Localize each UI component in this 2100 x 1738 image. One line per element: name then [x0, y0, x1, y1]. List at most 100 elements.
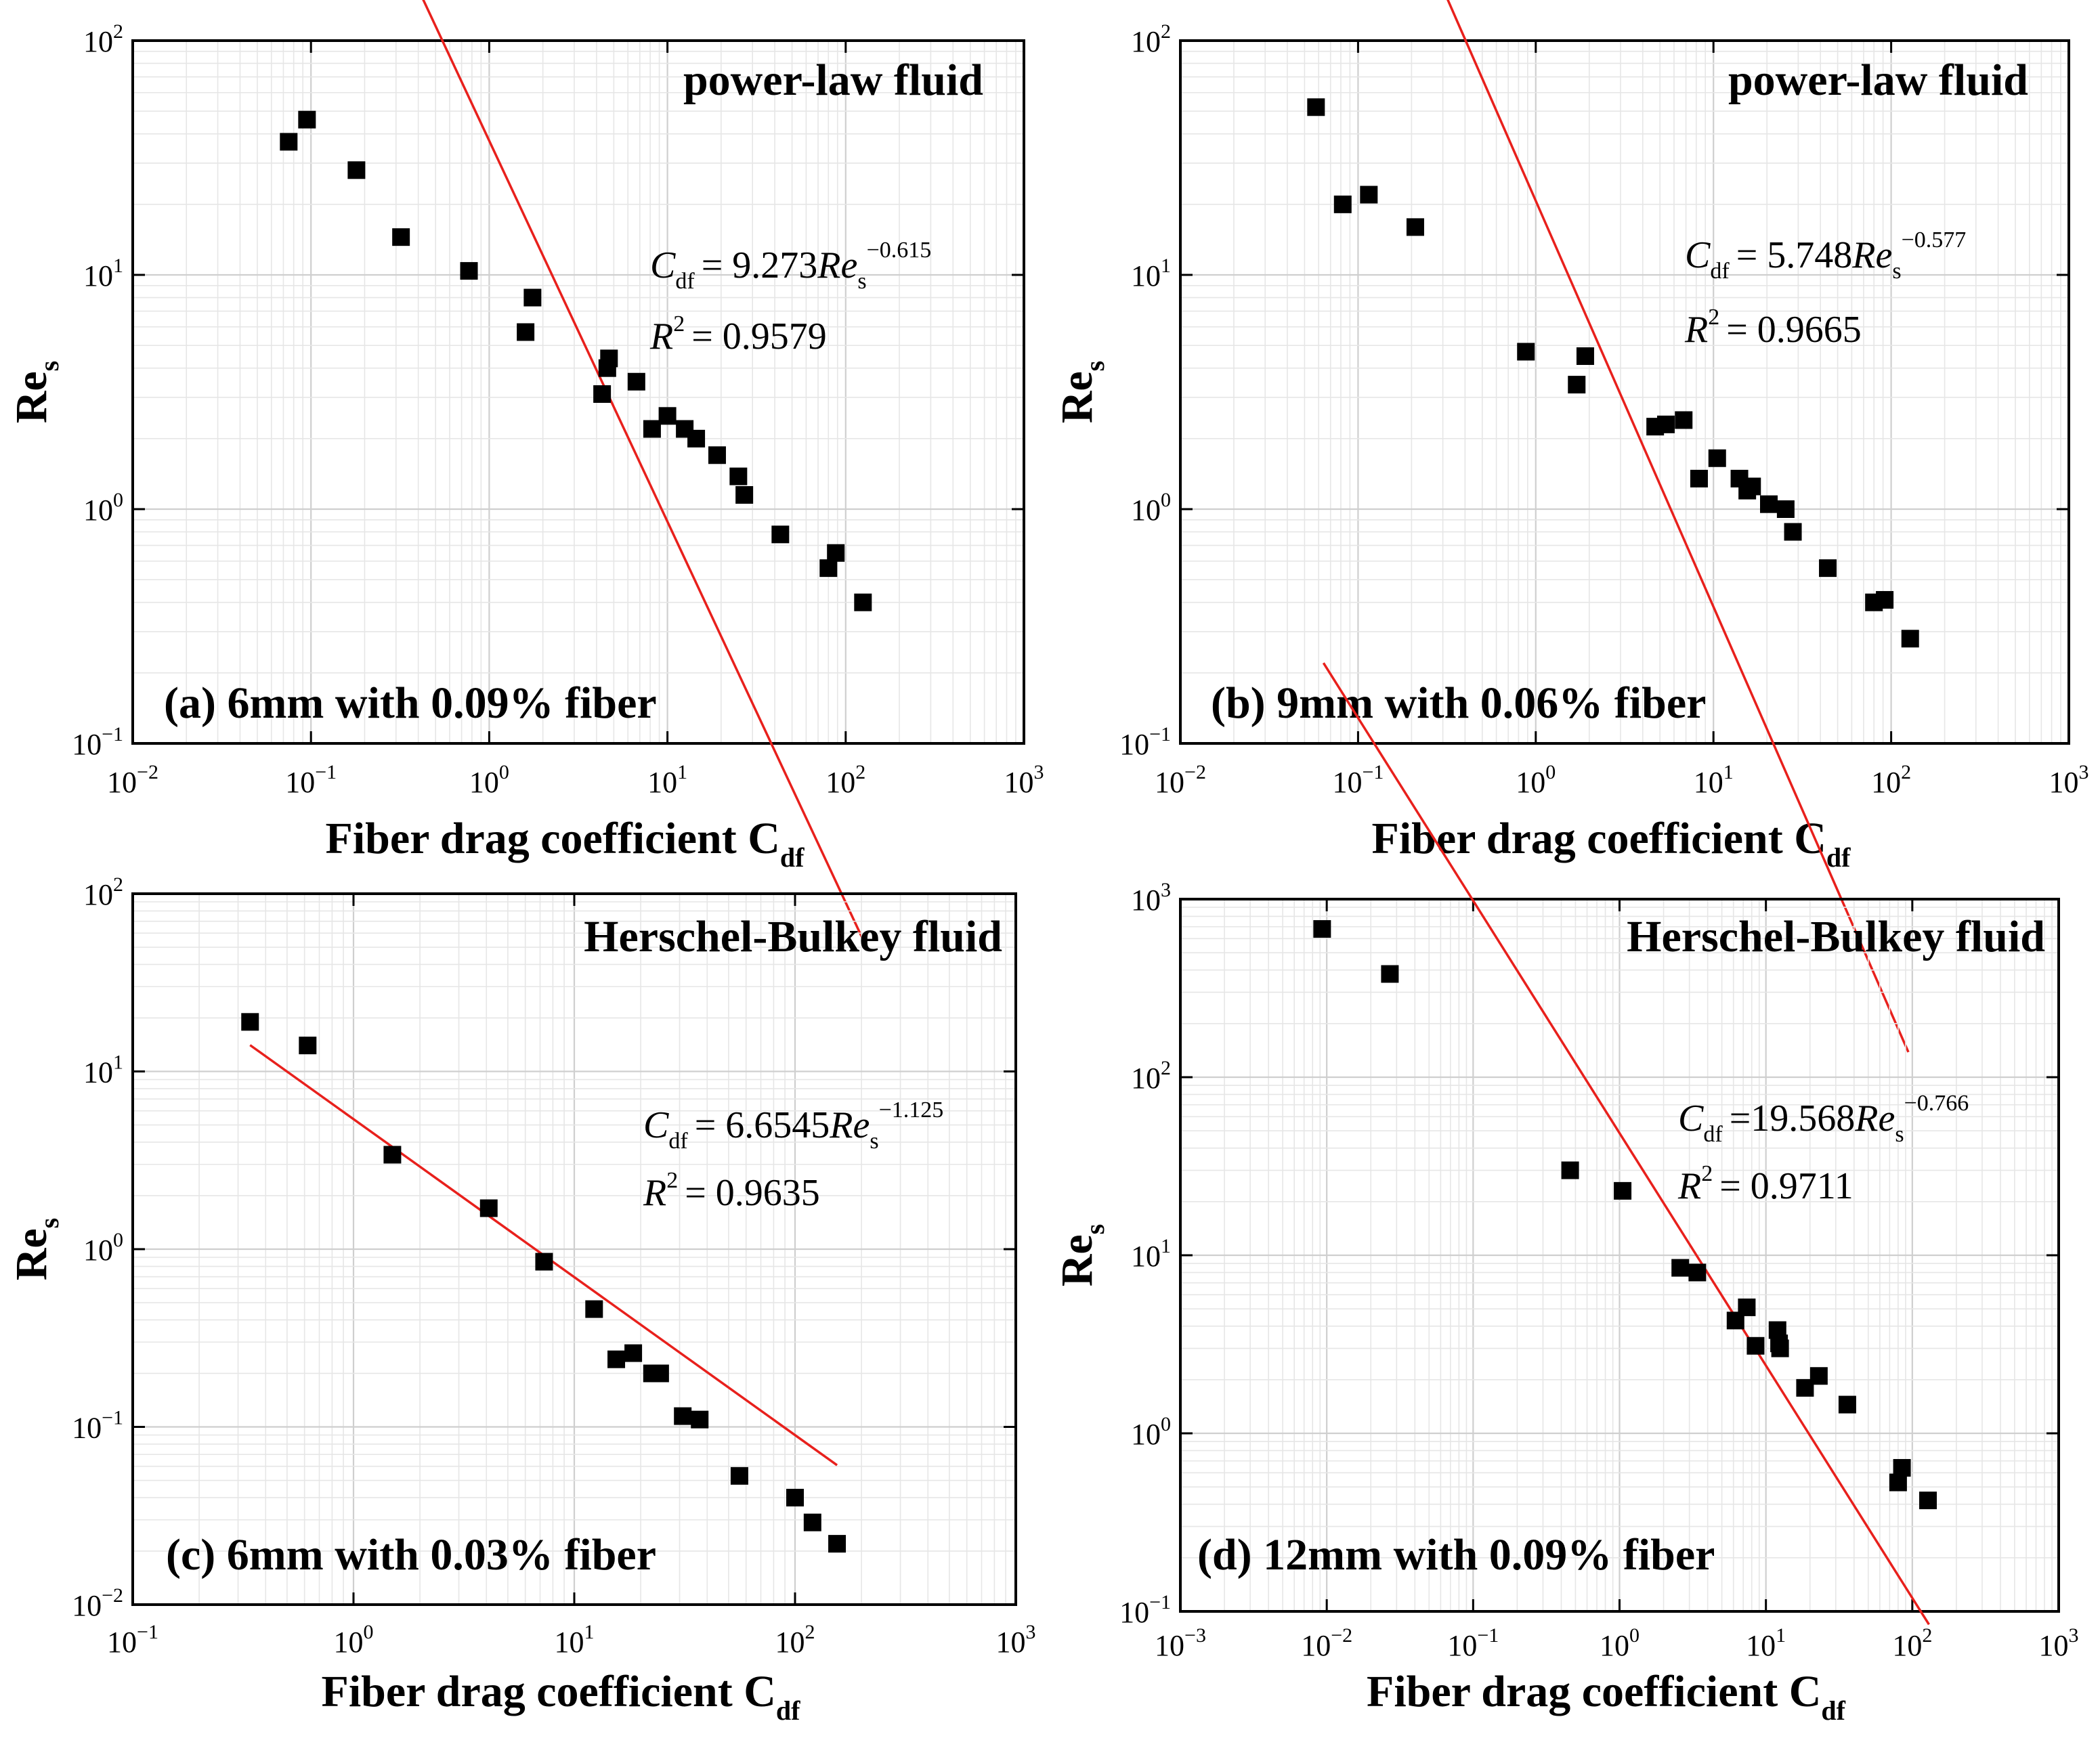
tick-base: 10 — [1119, 728, 1149, 761]
x-axis-label-subscript: df — [776, 1695, 800, 1726]
tick-base: 10 — [1694, 766, 1723, 799]
data-point — [1771, 1339, 1789, 1357]
tick-base: 10 — [1301, 1629, 1331, 1662]
data-point — [1747, 1337, 1765, 1355]
axis-ticks — [131, 39, 1025, 745]
data-point — [1784, 523, 1802, 541]
chart-panel-d: 10−3 10−2 10−1 100 101 102 10310−1100101102103… — [1052, 662, 2079, 1726]
data-point — [1876, 590, 1894, 609]
tick-exponent: 1 — [1161, 1235, 1171, 1257]
equation-coefficient: =19.568 — [1730, 1098, 1856, 1139]
x-tick-label: 103 — [2039, 1624, 2079, 1662]
data-point — [729, 467, 748, 485]
tick-base: 10 — [334, 1626, 364, 1659]
data-point — [1809, 1367, 1828, 1385]
y-tick-label: 10−1 — [1119, 723, 1171, 761]
data-point — [803, 1513, 821, 1531]
tick-exponent: 0 — [1161, 489, 1171, 511]
panel-label: (c) 6mm with 0.03% fiber — [166, 1530, 656, 1580]
x-tick-label: 102 — [826, 761, 865, 799]
tick-base: 10 — [1131, 1062, 1161, 1095]
x-tick-label: 10−2 — [107, 761, 158, 799]
panel-label: (d) 12mm with 0.09% fiber — [1197, 1530, 1715, 1580]
data-point — [523, 288, 542, 307]
x-tick-label: 100 — [469, 761, 509, 799]
r-squared-power: 2 — [1701, 1161, 1713, 1186]
x-tick-label: 10−2 — [1301, 1624, 1352, 1662]
x-tick-label: 100 — [334, 1621, 374, 1659]
data-point — [593, 385, 612, 403]
equation-coefficient: = 9.273 — [702, 244, 818, 286]
equation-exponent: −0.577 — [1902, 227, 1967, 253]
data-point — [1614, 1181, 1632, 1200]
tick-base: 10 — [72, 1589, 102, 1622]
tick-base: 10 — [72, 728, 102, 761]
tick-exponent: 2 — [1922, 1624, 1932, 1647]
data-point — [730, 1467, 748, 1485]
tick-base: 10 — [775, 1626, 805, 1659]
fluid-label: Herschel-Bulkey fluid — [1627, 912, 2045, 961]
axis-ticks — [131, 892, 1017, 1606]
tick-base: 10 — [1155, 766, 1184, 799]
r-squared-symbol: R — [643, 1172, 666, 1214]
tick-exponent: −2 — [137, 761, 158, 783]
tick-exponent: 1 — [113, 255, 123, 277]
tick-exponent: −2 — [1184, 761, 1206, 783]
tick-exponent: 1 — [1161, 255, 1171, 277]
tick-base: 10 — [1131, 494, 1161, 527]
fit-line — [1322, 662, 1930, 1626]
fit-line — [1447, 0, 1910, 1053]
equation-variable-subscript: s — [857, 269, 866, 294]
tick-base: 10 — [83, 259, 113, 292]
equation-coefficient: = 6.6545 — [695, 1104, 830, 1146]
data-point — [535, 1253, 553, 1271]
panel-label: (b) 9mm with 0.06% fiber — [1211, 678, 1706, 728]
y-axis-title: Res — [1052, 1224, 1110, 1287]
tick-base: 10 — [996, 1626, 1026, 1659]
y-tick-label: 10−1 — [72, 723, 123, 761]
x-tick-label: 10−1 — [1447, 1624, 1499, 1662]
tick-base: 10 — [285, 766, 315, 799]
tick-exponent: −1 — [1149, 723, 1171, 745]
r-squared-value: = 0.9635 — [685, 1172, 820, 1214]
x-tick-label: 100 — [1600, 1624, 1640, 1662]
data-point — [479, 1199, 498, 1217]
y-tick-label: 10−2 — [72, 1584, 123, 1622]
data-point — [460, 262, 478, 280]
equation-exponent: −0.766 — [1904, 1091, 1969, 1116]
tick-exponent: 0 — [1161, 1413, 1171, 1435]
data-point — [241, 1013, 259, 1031]
equation-lhs-subscript: df — [1710, 259, 1730, 284]
tick-base: 10 — [1131, 1240, 1161, 1273]
y-axis-title: Res — [7, 1218, 64, 1281]
y-tick-label: 100 — [1131, 489, 1171, 527]
data-point — [1901, 630, 1919, 648]
equation-lhs-var: C — [1678, 1098, 1704, 1139]
data-point — [1561, 1161, 1579, 1179]
data-point — [735, 485, 754, 504]
equation-exponent: −1.125 — [879, 1098, 944, 1123]
data-point — [1313, 920, 1331, 938]
x-axis-title: Fiber drag coefficient Cdf — [326, 814, 805, 873]
data-point — [280, 133, 298, 151]
tick-base: 10 — [647, 766, 677, 799]
data-markers — [1307, 98, 1919, 648]
r-squared-power: 2 — [666, 1168, 678, 1193]
r-squared-value: = 0.9711 — [1719, 1165, 1853, 1207]
tick-base: 10 — [1131, 884, 1161, 917]
r-squared-value: = 0.9665 — [1726, 309, 1862, 351]
fit-equation: Cdf =19.568Res−0.766 — [1678, 1091, 1969, 1147]
y-tick-label: 10−1 — [1119, 1591, 1171, 1629]
fluid-label: power-law fluid — [683, 56, 983, 105]
r-squared-power: 2 — [673, 311, 685, 336]
tick-exponent: 2 — [113, 20, 123, 43]
equation-variable-subscript: s — [870, 1129, 878, 1154]
grid — [1179, 41, 2069, 745]
y-tick-label: 101 — [1131, 255, 1171, 292]
tick-base: 10 — [107, 766, 137, 799]
x-axis-title: Fiber drag coefficient Cdf — [1367, 1667, 1846, 1726]
tick-exponent: −1 — [1477, 1624, 1499, 1647]
